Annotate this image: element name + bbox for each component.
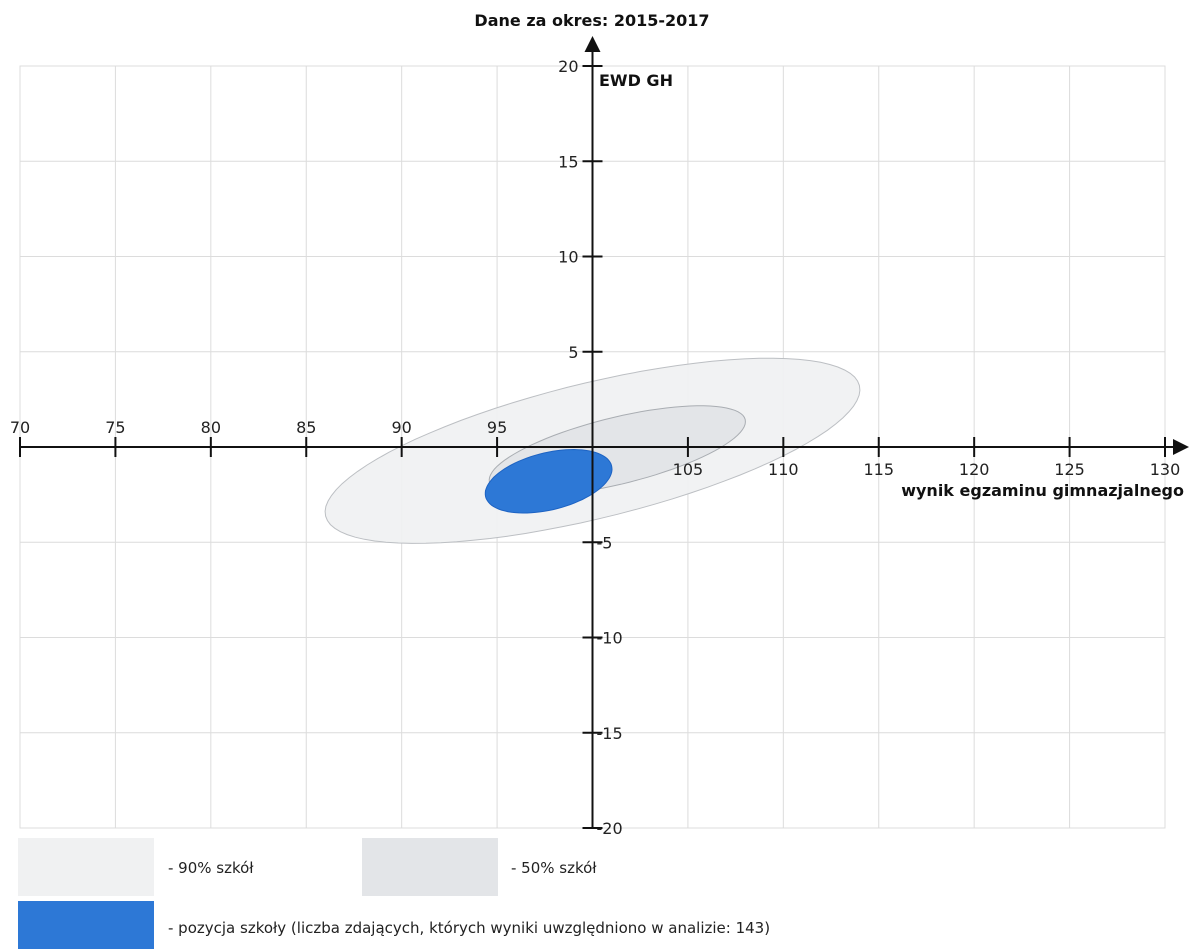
chart-title: Dane za okres: 2015-2017 <box>474 11 709 30</box>
x-tick-label: 75 <box>105 418 125 437</box>
legend: - 90% szkół - 50% szkół - pozycja szkoły (… <box>18 838 770 949</box>
y-tick-label: 15 <box>558 152 578 171</box>
y-tick-label: 20 <box>558 57 578 76</box>
x-axis-label: wynik egzaminu gimnazjalnego <box>901 481 1184 500</box>
legend-swatch-3 <box>18 901 154 949</box>
y-tick-label: -20 <box>597 819 623 838</box>
x-tick-label: 90 <box>391 418 411 437</box>
legend-label-1: - 90% szkół <box>168 859 254 877</box>
x-tick-label: 105 <box>673 460 704 479</box>
x-tick-label: 115 <box>863 460 894 479</box>
x-tick-label: 70 <box>10 418 30 437</box>
legend-swatch-1 <box>18 838 154 896</box>
y-axis-arrow <box>585 36 601 52</box>
x-tick-label: 125 <box>1054 460 1085 479</box>
x-tick-label: 120 <box>959 460 990 479</box>
y-tick-label: -10 <box>597 629 623 648</box>
x-tick-label: 110 <box>768 460 799 479</box>
y-tick-label: 5 <box>568 343 578 362</box>
y-tick-label: -15 <box>597 724 623 743</box>
y-tick-label: -5 <box>597 533 613 552</box>
legend-label-3: - pozycja szkoły (liczba zdających, któr… <box>168 919 770 937</box>
y-axis-label: EWD GH <box>599 71 673 90</box>
x-tick-label: 85 <box>296 418 316 437</box>
legend-label-2: - 50% szkół <box>511 859 597 877</box>
x-tick-label: 130 <box>1150 460 1181 479</box>
x-axis-arrow <box>1173 439 1189 455</box>
y-tick-label: 10 <box>558 248 578 267</box>
legend-swatch-2 <box>362 838 498 896</box>
x-tick-label: 95 <box>487 418 507 437</box>
x-tick-label: 80 <box>201 418 221 437</box>
